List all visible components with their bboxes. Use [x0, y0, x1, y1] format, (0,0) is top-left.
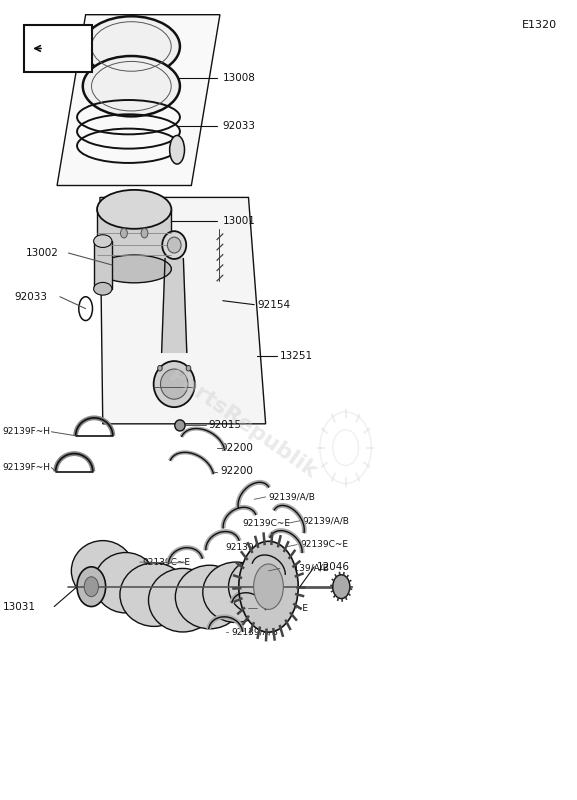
Text: 92139C~E: 92139C~E — [260, 604, 308, 613]
Ellipse shape — [83, 16, 180, 77]
Text: 92033: 92033 — [14, 292, 47, 302]
Ellipse shape — [228, 559, 286, 614]
Text: 13008: 13008 — [223, 74, 256, 83]
Ellipse shape — [94, 553, 157, 613]
Ellipse shape — [167, 237, 181, 253]
Ellipse shape — [239, 542, 298, 632]
Text: 92200: 92200 — [220, 442, 253, 453]
Ellipse shape — [121, 229, 128, 238]
Ellipse shape — [83, 56, 180, 116]
Text: E1320: E1320 — [522, 20, 557, 30]
Text: 92139C~E: 92139C~E — [143, 558, 191, 566]
Bar — [97, 210, 171, 269]
Text: 92200: 92200 — [220, 466, 253, 477]
Polygon shape — [100, 198, 265, 424]
Text: 12046: 12046 — [317, 562, 350, 572]
Ellipse shape — [170, 135, 185, 164]
Ellipse shape — [120, 563, 189, 626]
Bar — [93, 241, 112, 289]
Ellipse shape — [153, 361, 195, 407]
Text: 92139/A/B: 92139/A/B — [268, 493, 316, 502]
Text: 92139F~H: 92139F~H — [3, 427, 51, 436]
Ellipse shape — [203, 562, 269, 622]
Ellipse shape — [162, 231, 186, 259]
Polygon shape — [57, 14, 220, 186]
Text: FRONT: FRONT — [57, 42, 97, 52]
Text: 92154: 92154 — [257, 300, 290, 310]
Text: 92139F~H: 92139F~H — [3, 463, 51, 472]
Text: 92139/A/B: 92139/A/B — [283, 564, 329, 573]
Ellipse shape — [97, 190, 171, 229]
Text: 92015: 92015 — [208, 421, 242, 430]
Ellipse shape — [77, 567, 106, 606]
Text: 13002: 13002 — [25, 248, 58, 258]
Ellipse shape — [148, 569, 217, 632]
Ellipse shape — [254, 564, 283, 610]
Text: 92139C~E: 92139C~E — [243, 518, 291, 528]
Polygon shape — [162, 258, 187, 352]
Text: 92139/A/B: 92139/A/B — [303, 516, 350, 526]
Text: 13251: 13251 — [280, 351, 313, 362]
Ellipse shape — [175, 566, 244, 629]
Ellipse shape — [141, 229, 148, 238]
Text: 92033: 92033 — [223, 121, 256, 131]
Ellipse shape — [160, 369, 188, 399]
Ellipse shape — [72, 541, 134, 601]
Ellipse shape — [158, 366, 162, 371]
Ellipse shape — [93, 234, 112, 247]
Ellipse shape — [84, 577, 99, 597]
Text: 92139/A/B: 92139/A/B — [231, 627, 278, 637]
FancyBboxPatch shape — [24, 25, 92, 72]
Text: 13031: 13031 — [3, 602, 36, 611]
Ellipse shape — [186, 366, 191, 371]
Text: 13001: 13001 — [223, 216, 256, 226]
Ellipse shape — [97, 255, 171, 283]
Ellipse shape — [175, 420, 185, 431]
Text: 92139C~E: 92139C~E — [300, 540, 348, 549]
Text: 92139/A/B: 92139/A/B — [226, 542, 272, 551]
Text: PartsRepublik: PartsRepublik — [165, 366, 320, 482]
Ellipse shape — [333, 574, 350, 598]
Ellipse shape — [93, 282, 112, 295]
